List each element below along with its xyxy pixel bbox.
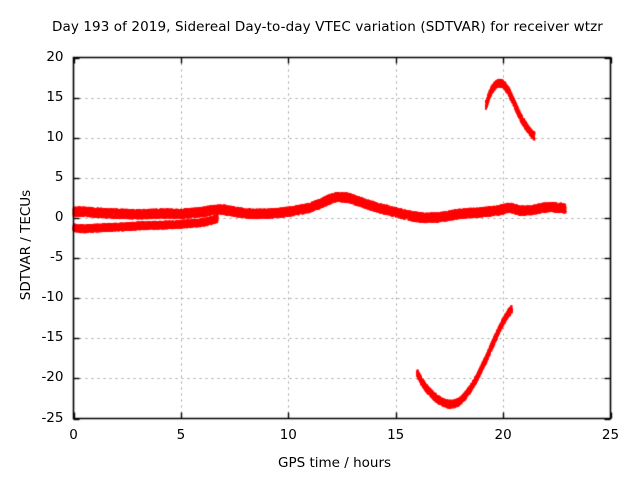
x-tick-label: 10 <box>279 426 297 443</box>
y-tick-label: 20 <box>46 48 64 65</box>
y-tick-label: 10 <box>46 128 64 145</box>
x-axis-label: GPS time / hours <box>278 455 392 471</box>
y-tick-label: -20 <box>41 369 64 386</box>
chart-title: Day 193 of 2019, Sidereal Day-to-day VTE… <box>52 19 603 35</box>
x-tick-label: 25 <box>601 426 620 443</box>
x-tick-label: 20 <box>494 426 512 443</box>
y-tick-label: -25 <box>41 409 64 426</box>
y-tick-label: 0 <box>54 208 64 225</box>
y-tick-label: -15 <box>41 329 64 346</box>
x-tick-label: 15 <box>387 426 405 443</box>
y-tick-label: 5 <box>54 168 64 185</box>
y-tick-label: -5 <box>50 249 64 266</box>
y-tick-label: -10 <box>41 289 64 306</box>
y-tick-label: 15 <box>46 88 64 105</box>
x-tick-label: 0 <box>69 426 78 443</box>
x-tick-label: 5 <box>176 426 186 443</box>
